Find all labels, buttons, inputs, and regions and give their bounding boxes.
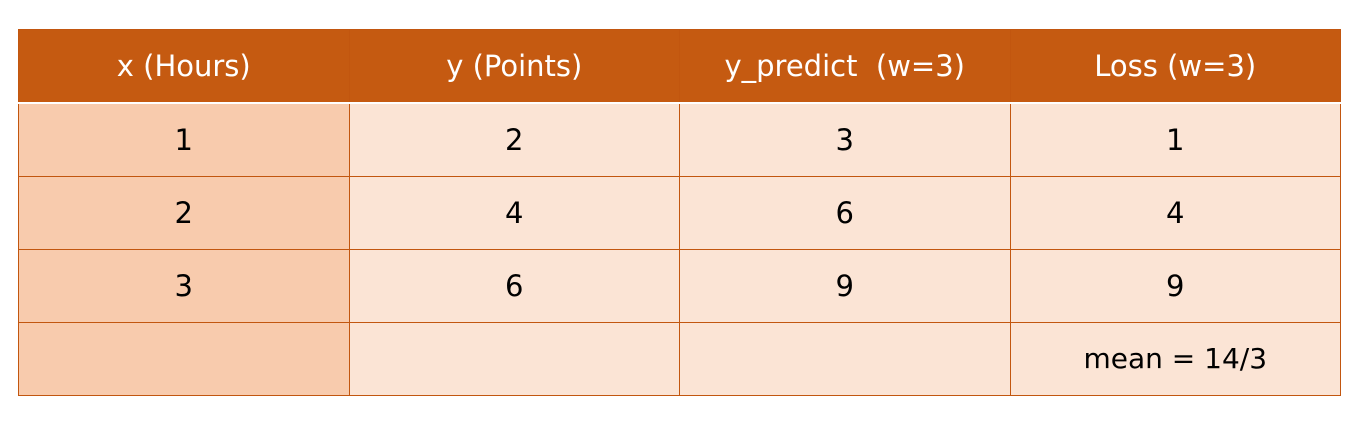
cell-y-predict: 3 [679, 102, 1011, 177]
cell-loss: 1 [1009, 102, 1341, 177]
header-y-predict: y_predict (w=3) [679, 29, 1011, 104]
cell-x-empty [18, 321, 350, 396]
cell-y: 6 [348, 248, 680, 323]
table-row: 1 2 3 1 [18, 102, 1341, 177]
cell-y-predict-empty [679, 321, 1011, 396]
cell-loss: 4 [1009, 175, 1341, 250]
cell-loss: 9 [1009, 248, 1341, 323]
cell-y-empty [348, 321, 680, 396]
header-row: x (Hours) y (Points) y_predict (w=3) Los… [18, 29, 1341, 104]
cell-x: 2 [18, 175, 350, 250]
header-x-hours: x (Hours) [18, 29, 350, 104]
cell-y-predict: 9 [679, 248, 1011, 323]
loss-table-container: x (Hours) y (Points) y_predict (w=3) Los… [18, 29, 1341, 396]
cell-x: 1 [18, 102, 350, 177]
table-body: 1 2 3 1 2 4 6 4 3 6 9 9 mean = 14/3 [18, 102, 1341, 396]
table-row: 3 6 9 9 [18, 248, 1341, 323]
table-header: x (Hours) y (Points) y_predict (w=3) Los… [18, 29, 1341, 104]
loss-table: x (Hours) y (Points) y_predict (w=3) Los… [18, 29, 1341, 396]
cell-y-predict: 6 [679, 175, 1011, 250]
cell-mean-loss: mean = 14/3 [1009, 321, 1341, 396]
cell-y: 4 [348, 175, 680, 250]
header-loss: Loss (w=3) [1009, 29, 1341, 104]
header-y-points: y (Points) [348, 29, 680, 104]
cell-y: 2 [348, 102, 680, 177]
cell-x: 3 [18, 248, 350, 323]
table-row-summary: mean = 14/3 [18, 321, 1341, 396]
table-row: 2 4 6 4 [18, 175, 1341, 250]
